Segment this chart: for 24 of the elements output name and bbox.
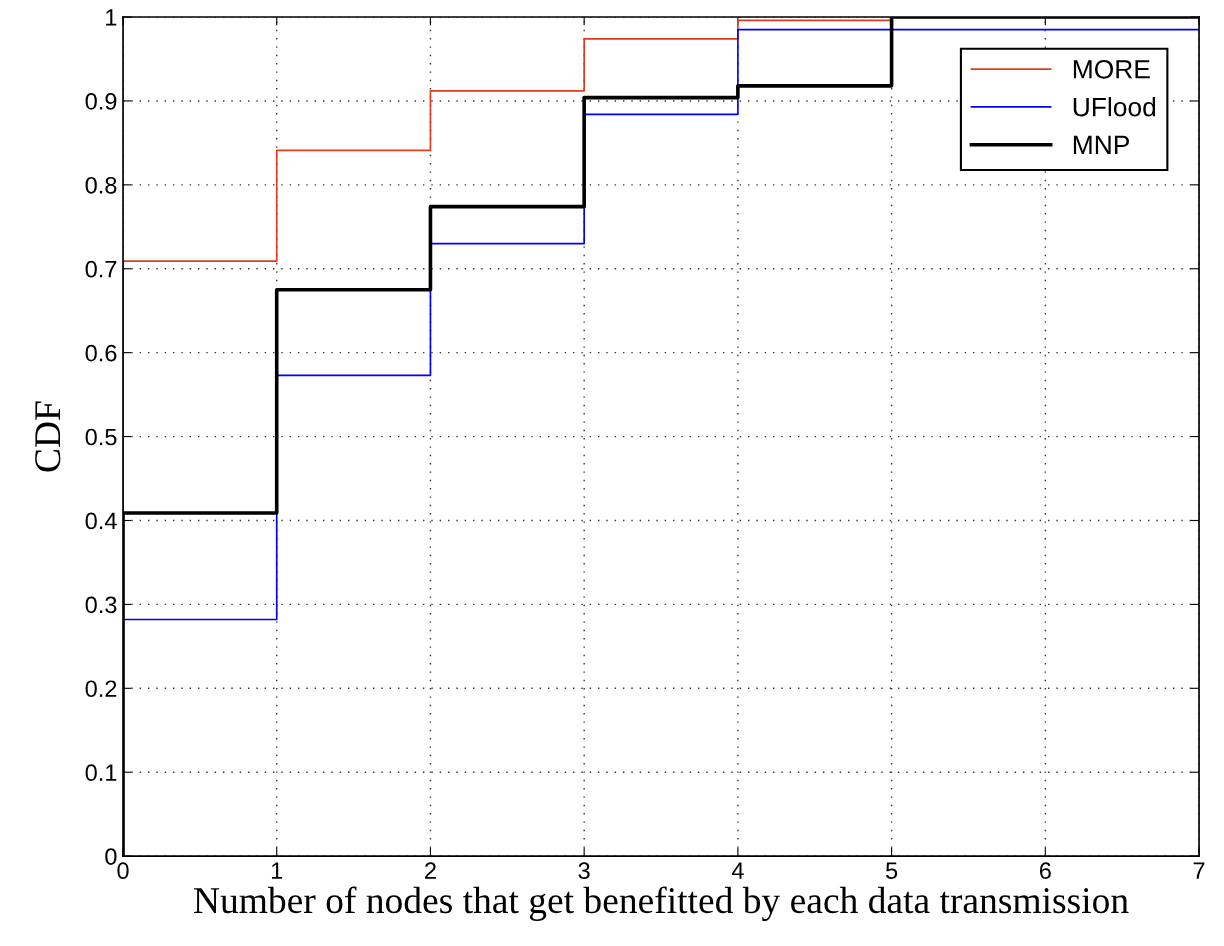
x-tick-label: 3 xyxy=(578,862,590,880)
x-tick-label: 4 xyxy=(731,862,744,879)
y-tick-label: 0.9 xyxy=(85,93,117,110)
y-tick-label: 0.5 xyxy=(85,428,117,446)
y-axis-title: CDF xyxy=(35,401,61,472)
y-tick-label: 0 xyxy=(105,848,117,865)
y-tick-label: 0.3 xyxy=(85,596,117,614)
legend-label: MORE xyxy=(1073,59,1150,79)
x-tick-label: 2 xyxy=(425,862,436,879)
y-tick-label: 1 xyxy=(106,9,117,26)
x-tick-label: 0 xyxy=(117,862,129,880)
legend-label: UFlood xyxy=(1073,97,1156,117)
y-tick-label: 0.6 xyxy=(85,344,117,362)
legend-label: MNP xyxy=(1073,135,1129,154)
y-tick-label: 0.8 xyxy=(85,176,117,194)
x-tick-label: 7 xyxy=(1193,862,1205,879)
y-tick-label: 0.2 xyxy=(85,680,117,698)
x-tick-label: 5 xyxy=(885,862,898,880)
x-tick-label: 1 xyxy=(271,862,283,879)
x-axis-title: Number of nodes that get benefitted by each data transmission xyxy=(194,886,1129,921)
y-tick-label: 0.7 xyxy=(85,260,117,278)
y-tick-label: 0.1 xyxy=(85,764,117,782)
x-tick-label: 6 xyxy=(1039,862,1051,880)
y-tick-label: 0.4 xyxy=(85,512,117,530)
